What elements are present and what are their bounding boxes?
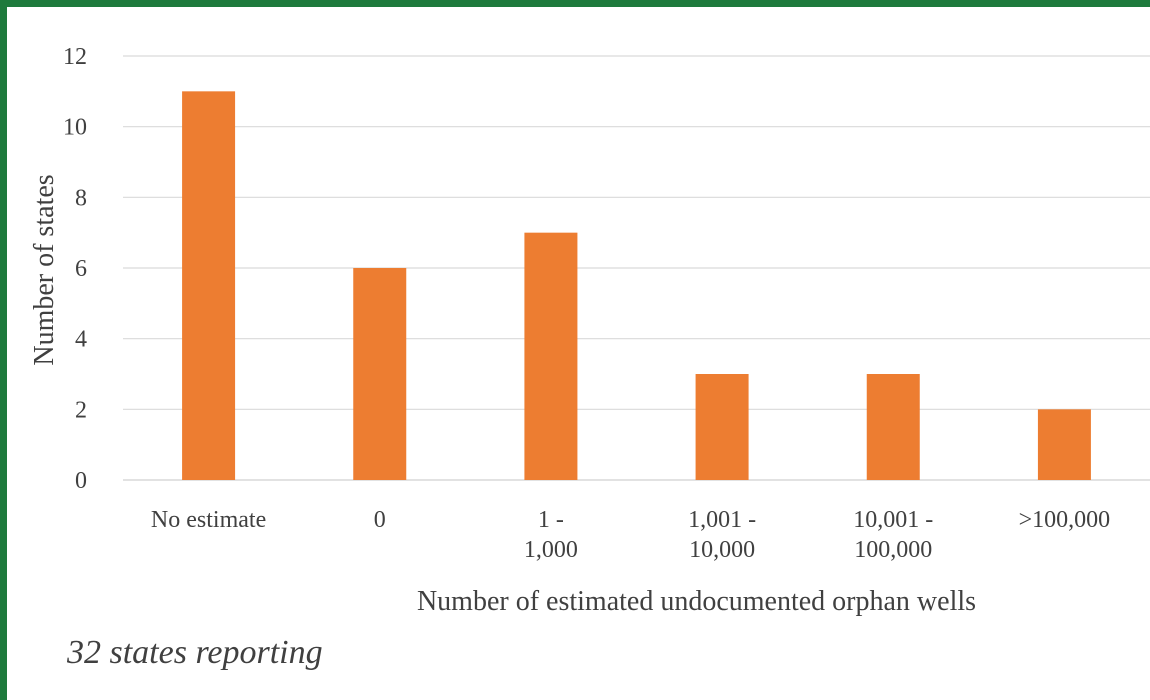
x-axis-title: Number of estimated undocumented orphan … <box>417 586 976 617</box>
x-tick-label: >100,000 <box>1019 507 1111 533</box>
bars <box>182 91 1091 480</box>
y-tick-label: 4 <box>75 327 87 353</box>
y-tick-label: 0 <box>75 468 87 494</box>
y-tick-label: 12 <box>63 44 87 70</box>
bar-2 <box>524 232 578 480</box>
x-tick-label: 10,001 -100,000 <box>853 507 933 563</box>
x-tick-labels: No estimate 0 1 -1,000 1,001 -10,000 10,001 … <box>151 507 1110 563</box>
bar-1 <box>353 268 407 480</box>
y-tick-label: 2 <box>75 397 87 423</box>
y-tick-label: 6 <box>75 256 87 282</box>
x-tick-label: 1,001 -10,000 <box>688 507 756 563</box>
x-tick-label: 1 -1,000 <box>524 507 578 563</box>
footnote: 32 states reporting <box>67 634 323 671</box>
y-tick-label: 8 <box>75 185 87 211</box>
x-tick-label: No estimate <box>151 507 266 533</box>
y-axis-title: Number of states <box>29 174 60 365</box>
bar-3 <box>695 374 749 480</box>
x-tick-label: 0 <box>374 507 386 533</box>
bar-4 <box>866 374 920 480</box>
y-tick-label: 10 <box>63 115 87 141</box>
bar-chart: 0 2 4 6 8 10 12 No estimate 0 1 -1,000 1,001 -10,… <box>29 44 1150 617</box>
y-tick-labels: 0 2 4 6 8 10 12 <box>63 44 87 494</box>
bar-5 <box>1037 409 1091 480</box>
gridlines <box>123 55 1150 481</box>
bar-0 <box>182 91 236 480</box>
